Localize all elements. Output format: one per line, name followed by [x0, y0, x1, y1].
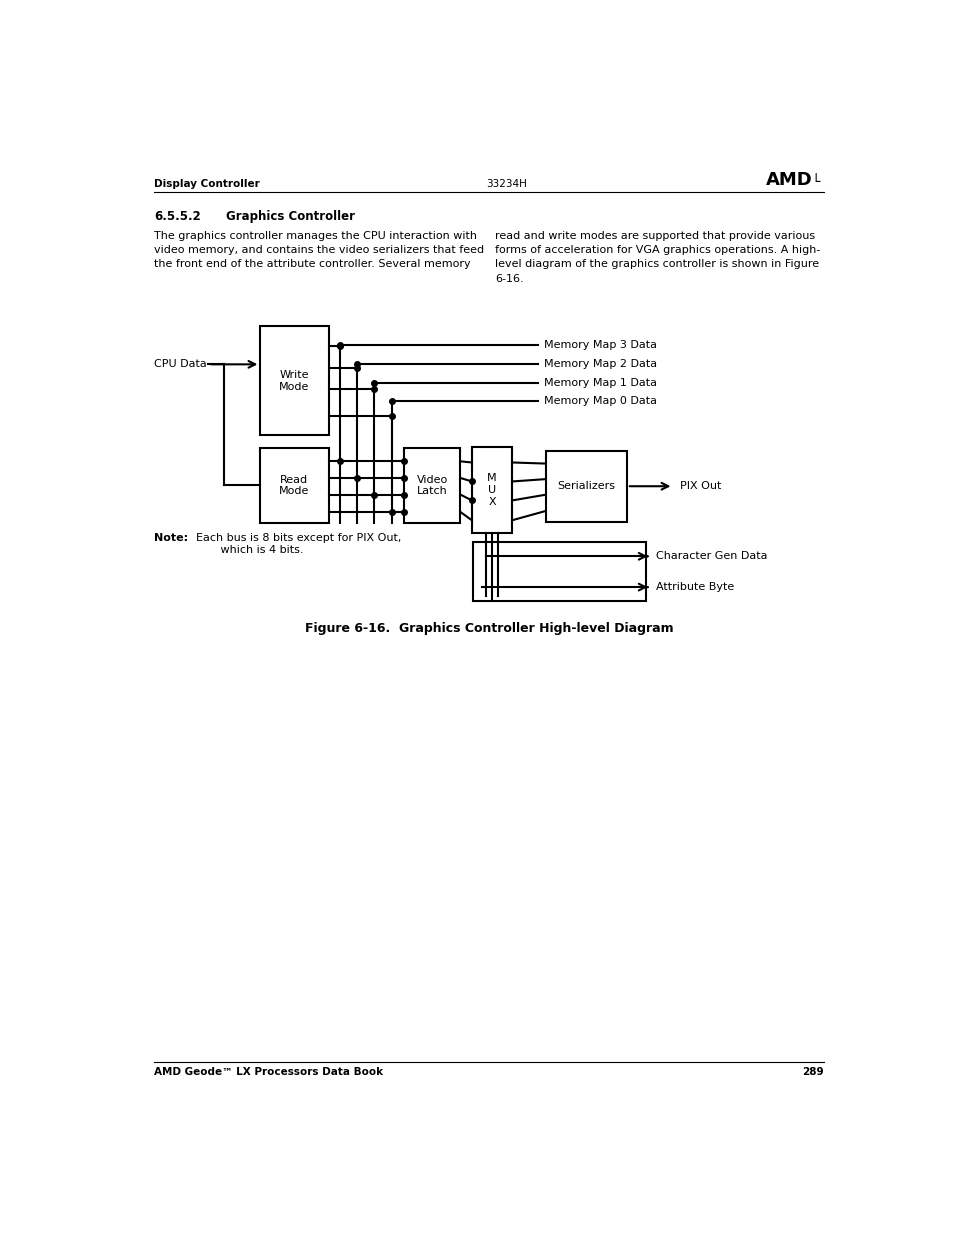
- Bar: [545, 451, 626, 521]
- Text: read and write modes are supported that provide various
forms of acceleration fo: read and write modes are supported that …: [495, 231, 820, 284]
- Text: Write
Mode: Write Mode: [279, 370, 310, 391]
- Text: 289: 289: [801, 1067, 822, 1077]
- Text: 6.5.5.2: 6.5.5.2: [154, 210, 201, 222]
- Text: Display Controller: Display Controller: [154, 179, 259, 189]
- Text: AMD Geode™ LX Processors Data Book: AMD Geode™ LX Processors Data Book: [154, 1067, 383, 1077]
- Text: Figure 6-16.  Graphics Controller High-level Diagram: Figure 6-16. Graphics Controller High-le…: [304, 621, 673, 635]
- Text: Memory Map 1 Data: Memory Map 1 Data: [543, 378, 657, 388]
- Text: └: └: [810, 175, 819, 189]
- Text: AMD: AMD: [765, 170, 812, 189]
- Bar: [260, 448, 328, 524]
- Text: M
U
X: M U X: [487, 473, 497, 506]
- Text: Memory Map 2 Data: Memory Map 2 Data: [543, 359, 657, 369]
- Text: Character Gen Data: Character Gen Data: [655, 551, 766, 561]
- Bar: [260, 326, 328, 436]
- Text: Attribute Byte: Attribute Byte: [655, 582, 733, 592]
- Text: Each bus is 8 bits except for PIX Out,
         which is 4 bits.: Each bus is 8 bits except for PIX Out, w…: [189, 534, 401, 555]
- Bar: [472, 542, 645, 601]
- Text: Read
Mode: Read Mode: [279, 474, 310, 496]
- Text: Note:: Note:: [154, 534, 188, 543]
- Text: Graphics Controller: Graphics Controller: [226, 210, 355, 222]
- Text: Video
Latch: Video Latch: [416, 474, 448, 496]
- Text: CPU Data: CPU Data: [154, 359, 207, 369]
- Text: 33234H: 33234H: [486, 179, 527, 189]
- Bar: [404, 448, 459, 524]
- Text: Memory Map 0 Data: Memory Map 0 Data: [543, 395, 657, 406]
- Text: Memory Map 3 Data: Memory Map 3 Data: [543, 340, 657, 350]
- Bar: [472, 447, 512, 534]
- Text: Serializers: Serializers: [557, 482, 615, 492]
- Text: The graphics controller manages the CPU interaction with
video memory, and conta: The graphics controller manages the CPU …: [154, 231, 484, 269]
- Text: PIX Out: PIX Out: [679, 482, 720, 492]
